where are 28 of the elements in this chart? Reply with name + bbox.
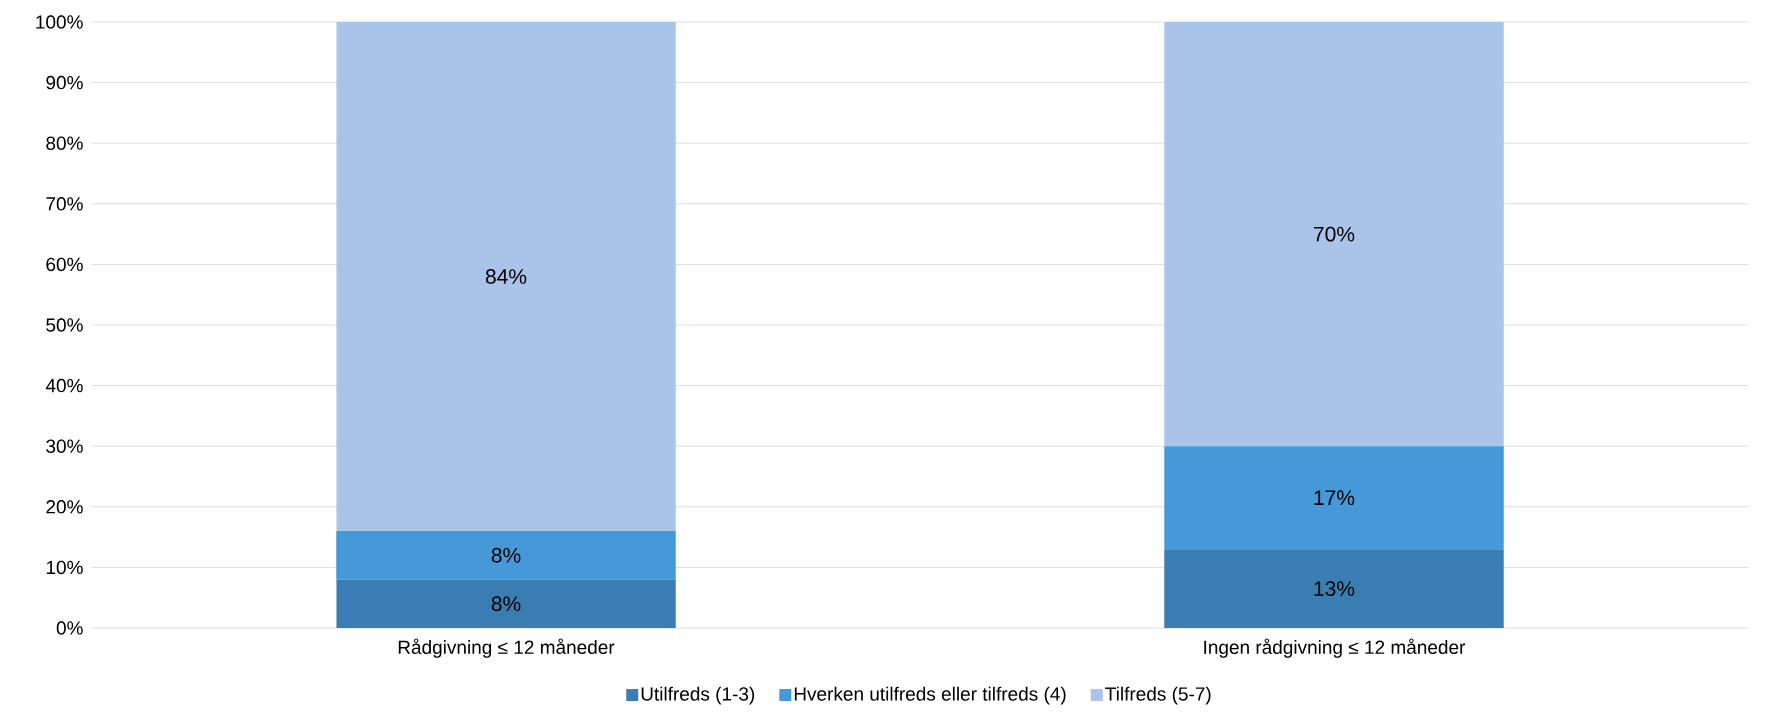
y-tick-label: 70%: [46, 197, 83, 211]
y-tick-label: 30%: [46, 439, 83, 453]
x-tick-label: Rådgivning ≤ 12 måneder: [398, 638, 615, 658]
bar: [1164, 22, 1504, 447]
y-tick-label: 20%: [46, 500, 83, 514]
bar: [336, 22, 676, 532]
data-label: 70%: [1314, 226, 1355, 242]
y-tick-label: 50%: [46, 318, 83, 332]
data-label: 13%: [1314, 581, 1355, 597]
x-tick-label: Ingen rådgivning ≤ 12 måneder: [1204, 638, 1466, 658]
y-tick-label: 10%: [46, 560, 83, 575]
bar: [336, 579, 676, 628]
data-label: 84%: [485, 269, 527, 284]
bar: [1164, 446, 1504, 550]
legend-label: Utilfreds (1-3): [641, 686, 755, 705]
data-label: 17%: [1314, 490, 1355, 506]
legend-label: Tilfreds (5-7): [1105, 686, 1211, 705]
y-tick-label: 60%: [46, 257, 83, 272]
data-label: 8%: [491, 547, 521, 563]
y-tick-label: 100%: [36, 15, 83, 29]
bar: [1164, 549, 1504, 628]
y-tick-label: 40%: [45, 378, 83, 393]
y-tick-label: 0%: [56, 621, 83, 635]
data-label: 8%: [491, 596, 521, 612]
bar: [336, 531, 676, 580]
y-tick-label: 90%: [46, 75, 83, 90]
y-tick-label: 80%: [46, 136, 83, 150]
legend-label: Hverken utilfreds eller tilfreds (4): [794, 686, 1066, 705]
